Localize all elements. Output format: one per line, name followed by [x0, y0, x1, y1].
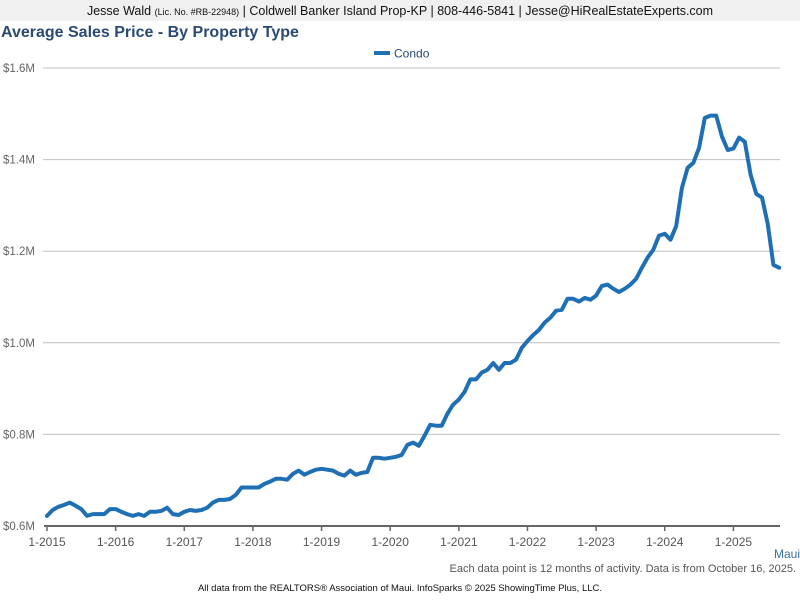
x-tick-label: 1-2019	[303, 535, 341, 549]
x-tick-label: 1-2024	[646, 535, 684, 549]
y-tick-label: $1.0M	[3, 338, 35, 350]
email-link[interactable]: Jesse@HiRealEstateExperts.com	[525, 4, 714, 18]
x-tick-label: 1-2025	[715, 535, 753, 549]
gridlines	[43, 67, 780, 435]
x-axis: 1-2015 1-2016 1-2017 1-2018 1-2019 1-2020 1-20…	[28, 525, 780, 549]
y-axis: $0.6M $0.8M $1.0M $1.2M $1.4M $1.6M	[3, 63, 35, 533]
series-line-condo[interactable]	[45, 113, 782, 518]
y-tick-label: $0.8M	[3, 429, 35, 441]
area-label: Maui	[773, 547, 800, 561]
x-tick-label: 1-2021	[440, 535, 478, 549]
x-tick-label: 1-2023	[577, 535, 615, 549]
company-name: Coldwell Banker Island Prop-KP	[249, 4, 427, 18]
legend-label-condo: Condo	[394, 47, 430, 61]
data-note: Each data point is 12 months of activity…	[449, 563, 796, 575]
legend-swatch-condo	[374, 51, 390, 55]
x-tick-label: 1-2016	[97, 535, 135, 549]
x-tick-label: 1-2020	[372, 535, 410, 549]
y-tick-label: $1.4M	[3, 155, 35, 167]
y-tick-label: $1.2M	[3, 246, 35, 258]
y-tick-label: $1.6M	[3, 63, 35, 75]
y-tick-label: $0.6M	[3, 521, 35, 533]
separator: |	[430, 4, 434, 18]
x-tick-label: 1-2022	[509, 535, 547, 549]
footer-credit: All data from the REALTORS® Association …	[197, 583, 603, 594]
x-tick-label: 1-2015	[28, 535, 66, 549]
legend[interactable]: Condo	[374, 47, 430, 61]
x-tick-label: 1-2017	[166, 535, 204, 549]
license-number: (Lic. No. #RB-22948)	[154, 7, 240, 17]
separator: |	[242, 4, 246, 18]
separator: |	[518, 4, 522, 18]
agent-header-bar: Jesse Wald (Lic. No. #RB-22948) | Coldwe…	[0, 0, 800, 21]
agent-name: Jesse Wald	[86, 4, 152, 18]
series-condo	[45, 113, 782, 518]
chart-title: Average Sales Price - By Property Type	[1, 24, 299, 41]
x-tick-label: 1-2018	[234, 535, 272, 549]
phone-number[interactable]: 808-446-5841	[437, 4, 516, 18]
